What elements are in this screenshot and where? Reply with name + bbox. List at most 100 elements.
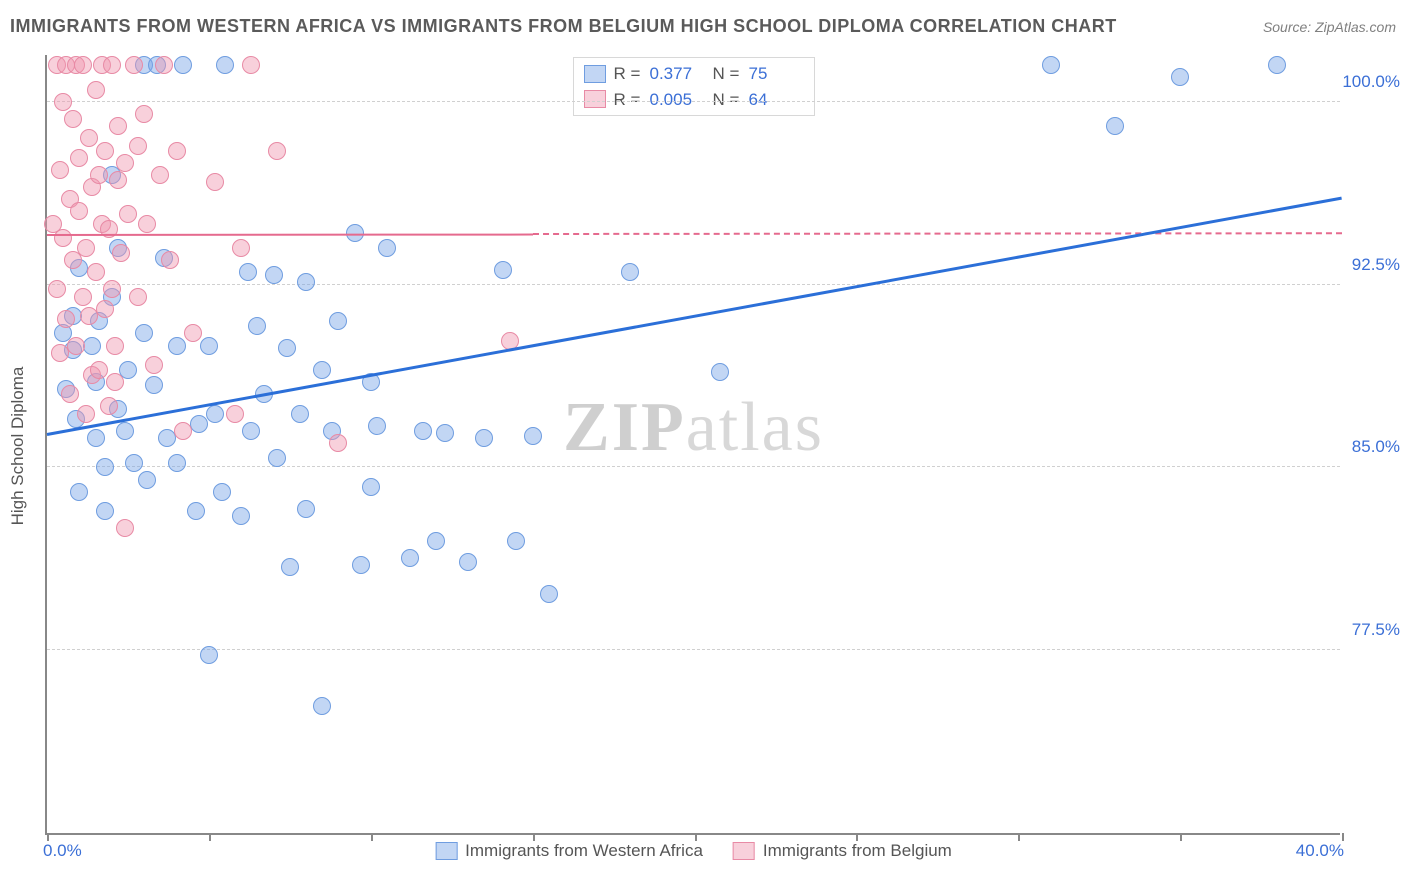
data-point xyxy=(57,310,75,328)
data-point xyxy=(168,142,186,160)
data-point xyxy=(129,288,147,306)
x-max-label: 40.0% xyxy=(1296,841,1344,861)
data-point xyxy=(106,373,124,391)
data-point xyxy=(96,502,114,520)
data-point xyxy=(106,337,124,355)
trend-line xyxy=(47,233,533,235)
data-point xyxy=(54,229,72,247)
x-tick xyxy=(1018,833,1020,841)
data-point xyxy=(401,549,419,567)
data-point xyxy=(64,110,82,128)
data-point xyxy=(48,280,66,298)
data-point xyxy=(1042,56,1060,74)
data-point xyxy=(174,422,192,440)
data-point xyxy=(70,483,88,501)
gridline xyxy=(47,284,1340,285)
series-legend: Immigrants from Western Africa Immigrant… xyxy=(435,841,952,861)
y-tick-label: 100.0% xyxy=(1342,72,1400,92)
data-point xyxy=(427,532,445,550)
plot-area: ZIPatlas R = 0.377 N = 75 R = 0.005 N = … xyxy=(45,55,1340,835)
data-point xyxy=(524,427,542,445)
data-point xyxy=(135,105,153,123)
legend-row-belgium: R = 0.005 N = 64 xyxy=(584,87,804,113)
data-point xyxy=(278,339,296,357)
data-point xyxy=(74,288,92,306)
gridline xyxy=(47,101,1340,102)
data-point xyxy=(155,56,173,74)
data-point xyxy=(90,166,108,184)
data-point xyxy=(87,429,105,447)
data-point xyxy=(190,415,208,433)
chart-title: IMMIGRANTS FROM WESTERN AFRICA VS IMMIGR… xyxy=(10,16,1117,37)
data-point xyxy=(239,263,257,281)
swatch-wafrica-b xyxy=(435,842,457,860)
data-point xyxy=(232,507,250,525)
swatch-wafrica xyxy=(584,65,606,83)
data-point xyxy=(112,244,130,262)
gridline xyxy=(47,649,1340,650)
x-tick xyxy=(371,833,373,841)
data-point xyxy=(213,483,231,501)
data-point xyxy=(61,385,79,403)
data-point xyxy=(248,317,266,335)
y-tick-label: 92.5% xyxy=(1352,255,1400,275)
data-point xyxy=(621,263,639,281)
data-point xyxy=(313,361,331,379)
x-tick xyxy=(533,833,535,841)
data-point xyxy=(494,261,512,279)
data-point xyxy=(436,424,454,442)
data-point xyxy=(242,422,260,440)
legend-item-belgium: Immigrants from Belgium xyxy=(733,841,952,861)
data-point xyxy=(54,93,72,111)
data-point xyxy=(109,117,127,135)
data-point xyxy=(96,458,114,476)
x-tick xyxy=(695,833,697,841)
data-point xyxy=(1268,56,1286,74)
data-point xyxy=(151,166,169,184)
data-point xyxy=(70,149,88,167)
data-point xyxy=(168,454,186,472)
y-tick-label: 77.5% xyxy=(1352,620,1400,640)
data-point xyxy=(103,280,121,298)
data-point xyxy=(129,137,147,155)
data-point xyxy=(232,239,250,257)
legend-item-wafrica: Immigrants from Western Africa xyxy=(435,841,703,861)
data-point xyxy=(329,312,347,330)
data-point xyxy=(174,56,192,74)
correlation-legend: R = 0.377 N = 75 R = 0.005 N = 64 xyxy=(573,57,815,116)
data-point xyxy=(116,519,134,537)
data-point xyxy=(103,56,121,74)
data-point xyxy=(74,56,92,74)
x-tick xyxy=(1180,833,1182,841)
data-point xyxy=(711,363,729,381)
data-point xyxy=(378,239,396,257)
data-point xyxy=(116,154,134,172)
data-point xyxy=(119,205,137,223)
data-point xyxy=(414,422,432,440)
data-point xyxy=(265,266,283,284)
data-point xyxy=(109,171,127,189)
x-min-label: 0.0% xyxy=(43,841,82,861)
data-point xyxy=(161,251,179,269)
x-tick xyxy=(1342,833,1344,841)
data-point xyxy=(138,215,156,233)
x-tick xyxy=(47,833,49,841)
data-point xyxy=(268,449,286,467)
data-point xyxy=(116,422,134,440)
data-point xyxy=(206,173,224,191)
data-point xyxy=(145,356,163,374)
data-point xyxy=(184,324,202,342)
data-point xyxy=(459,553,477,571)
data-point xyxy=(1171,68,1189,86)
data-point xyxy=(297,500,315,518)
data-point xyxy=(138,471,156,489)
swatch-belgium-b xyxy=(733,842,755,860)
data-point xyxy=(87,81,105,99)
data-point xyxy=(125,454,143,472)
data-point xyxy=(226,405,244,423)
gridline xyxy=(47,466,1340,467)
data-point xyxy=(100,397,118,415)
data-point xyxy=(187,502,205,520)
data-point xyxy=(51,161,69,179)
data-point xyxy=(1106,117,1124,135)
